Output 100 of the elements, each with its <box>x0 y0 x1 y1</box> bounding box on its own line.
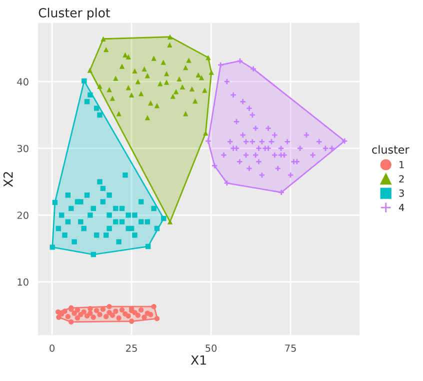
point <box>90 314 96 320</box>
point <box>116 111 122 116</box>
point <box>144 115 150 120</box>
point <box>183 64 188 70</box>
point <box>82 78 87 84</box>
point <box>62 232 68 238</box>
point <box>138 199 144 204</box>
point <box>230 145 237 152</box>
point <box>148 100 154 106</box>
point <box>138 307 144 313</box>
point <box>138 219 144 224</box>
point <box>233 145 240 152</box>
point <box>90 206 96 212</box>
y-tick-label: 40 <box>17 78 28 86</box>
point <box>262 145 268 152</box>
point <box>119 64 125 69</box>
point <box>132 68 138 74</box>
point <box>88 306 93 312</box>
x-tick-label: 50 <box>206 344 217 352</box>
point <box>226 138 234 145</box>
point <box>119 307 125 313</box>
point <box>278 152 284 158</box>
point <box>142 66 147 72</box>
point <box>59 212 64 218</box>
point <box>164 70 170 76</box>
point <box>154 103 160 108</box>
point <box>280 152 288 158</box>
point <box>296 145 304 152</box>
point <box>84 99 90 104</box>
legend-label: 3 <box>399 189 404 197</box>
point <box>100 186 106 192</box>
point <box>198 75 204 80</box>
point <box>278 145 284 152</box>
point <box>100 36 106 42</box>
point <box>94 232 100 238</box>
point <box>84 192 90 198</box>
point <box>65 219 71 224</box>
y-tick-label: 30 <box>17 144 28 152</box>
point <box>56 226 62 232</box>
point <box>154 226 160 232</box>
point <box>128 226 134 232</box>
point <box>310 152 316 158</box>
point <box>56 314 62 320</box>
point <box>240 132 246 138</box>
x-tick-label: 75 <box>285 344 296 352</box>
point <box>258 172 266 178</box>
point <box>255 158 262 166</box>
legend-label: 4 <box>398 204 404 211</box>
point <box>142 314 147 320</box>
point <box>106 192 112 198</box>
point <box>106 304 112 310</box>
point <box>268 138 275 145</box>
point <box>250 66 257 72</box>
point <box>144 219 150 224</box>
point <box>144 73 150 78</box>
point <box>151 56 156 61</box>
point <box>88 310 93 316</box>
point <box>148 312 154 318</box>
point <box>264 125 272 132</box>
point <box>196 72 201 78</box>
point <box>97 179 102 184</box>
point <box>204 138 212 144</box>
point <box>72 239 77 244</box>
point <box>217 62 224 68</box>
point <box>74 315 80 321</box>
point <box>106 212 112 218</box>
point <box>203 130 208 136</box>
point <box>211 162 218 170</box>
x-tick-label: 25 <box>126 344 137 352</box>
point <box>128 92 134 98</box>
point <box>242 138 250 145</box>
point <box>81 226 86 232</box>
y-tick-label: 10 <box>18 278 28 286</box>
point <box>113 76 118 81</box>
point <box>176 76 182 82</box>
point <box>145 244 151 250</box>
point <box>119 206 125 212</box>
point <box>278 189 285 196</box>
point <box>322 145 329 152</box>
y-axis-title: X2 <box>3 172 13 187</box>
point <box>110 312 116 318</box>
point <box>78 219 84 224</box>
point <box>68 319 74 325</box>
point <box>116 315 122 321</box>
point <box>132 212 138 218</box>
point <box>50 244 55 250</box>
point <box>81 309 86 315</box>
point <box>104 232 109 238</box>
point <box>151 304 156 310</box>
point <box>271 132 278 138</box>
point <box>258 138 266 145</box>
point <box>249 112 256 118</box>
point <box>287 172 294 178</box>
point <box>274 165 282 172</box>
point <box>110 96 116 101</box>
point <box>116 239 122 244</box>
point <box>138 91 144 96</box>
point <box>158 81 163 86</box>
point <box>316 138 322 145</box>
point <box>132 232 138 238</box>
